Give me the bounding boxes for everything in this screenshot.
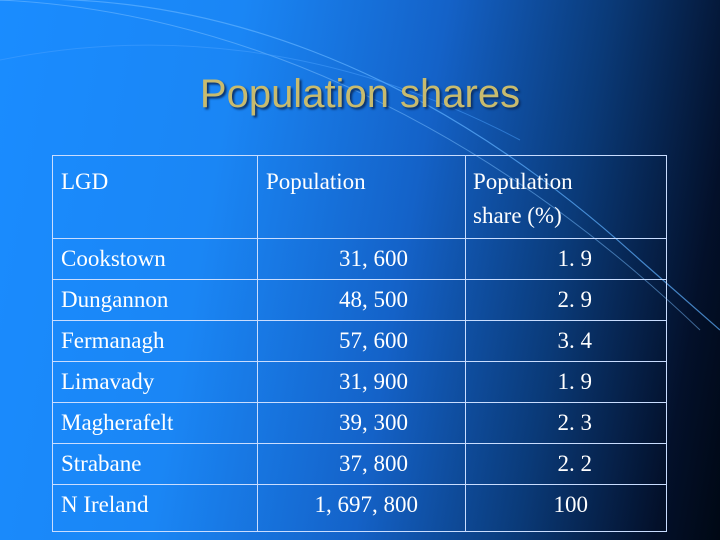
population-table: LGD Population Population share (%) Cook…	[52, 155, 667, 532]
share-cell: 1. 9	[557, 246, 593, 271]
share-cell: 3. 4	[557, 328, 593, 353]
lgd-cell: Fermanagh	[61, 328, 165, 353]
header-population-cell: Population	[257, 155, 466, 239]
lgd-cell: Limavady	[61, 369, 155, 394]
population-cell: 37, 800	[339, 451, 408, 476]
header-lgd-cell: LGD	[52, 155, 258, 239]
header-row: LGD Population Population share (%)	[52, 155, 667, 239]
lgd-cell: Magherafelt	[61, 410, 174, 435]
header-lgd: LGD	[61, 169, 109, 194]
share-cell: 1. 9	[557, 369, 593, 394]
share-cell: 2. 3	[557, 410, 593, 435]
population-cell: 31, 600	[339, 246, 408, 271]
table-row: Dungannon 48, 500 2. 9	[52, 279, 667, 321]
share-cell: 2. 9	[557, 287, 593, 312]
lgd-cell: Strabane	[61, 451, 142, 476]
population-cell: 48, 500	[339, 287, 408, 312]
lgd-cell: Dungannon	[61, 287, 169, 312]
lgd-cell: Cookstown	[61, 246, 166, 271]
population-cell: 39, 300	[339, 410, 408, 435]
table-row-total: N Ireland 1, 697, 800 100	[52, 484, 667, 532]
population-cell: 1, 697, 800	[314, 492, 419, 517]
header-share: Population share (%)	[466, 156, 666, 236]
table-row: Cookstown 31, 600 1. 9	[52, 238, 667, 280]
table-row: Limavady 31, 900 1. 9	[52, 361, 667, 403]
table-row: Strabane 37, 800 2. 2	[52, 443, 667, 485]
header-population: Population	[266, 169, 366, 194]
table-row: Magherafelt 39, 300 2. 3	[52, 402, 667, 444]
table-row: Fermanagh 57, 600 3. 4	[52, 320, 667, 362]
population-cell: 31, 900	[339, 369, 408, 394]
lgd-cell: N Ireland	[61, 492, 149, 517]
slide-title: Population shares	[199, 72, 521, 116]
header-share-line2: share (%)	[473, 203, 562, 228]
header-share-cell: Population share (%)	[465, 155, 667, 239]
share-cell: 2. 2	[557, 451, 593, 476]
header-share-line1: Population	[473, 169, 573, 194]
share-cell: 100	[553, 492, 589, 517]
population-cell: 57, 600	[339, 328, 408, 353]
